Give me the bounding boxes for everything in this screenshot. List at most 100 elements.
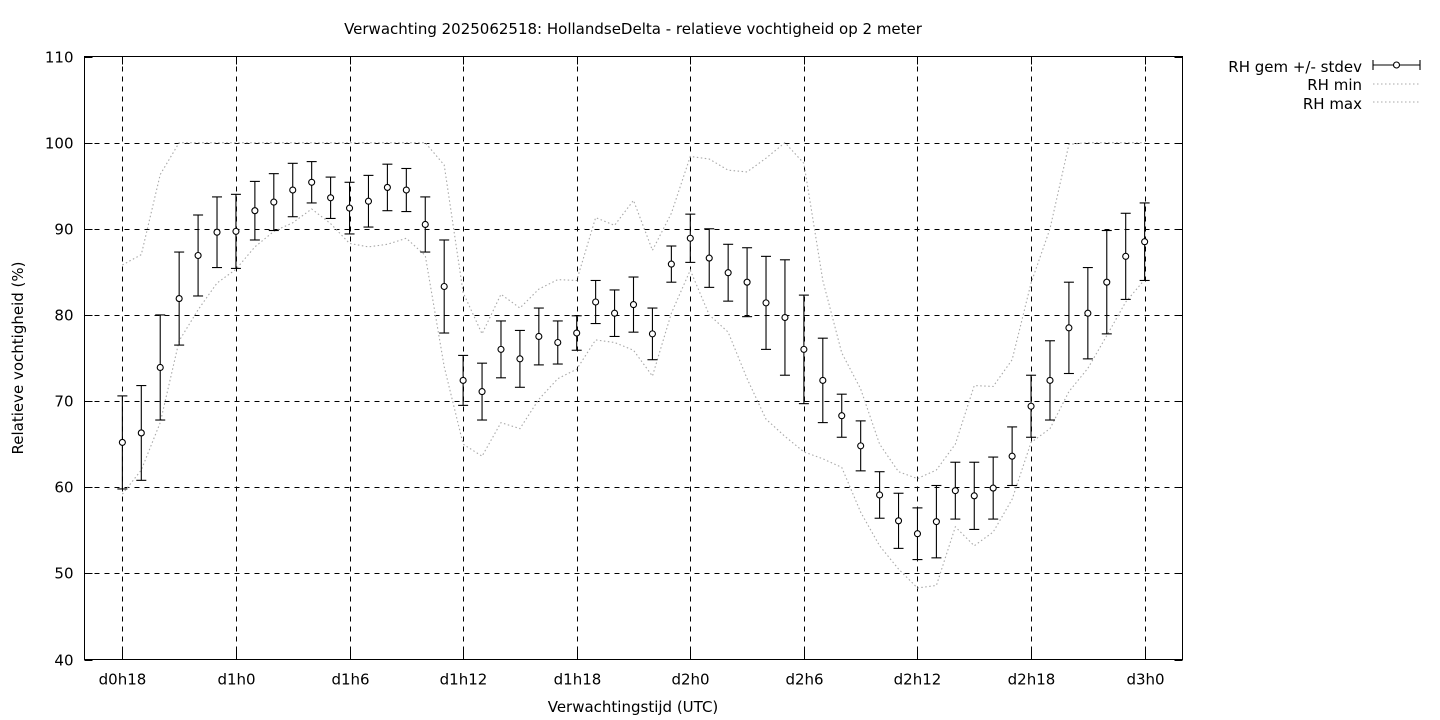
chart-title: Verwachting 2025062518: HollandseDelta -… [344,20,923,38]
rh-mean-point [136,385,147,481]
legend-entry-min: RH min [1307,76,1420,94]
y-tick-label: 60 [54,479,73,497]
rh-mean-point [306,161,317,204]
rh-mean-point [344,181,355,235]
legend-label-mean: RH gem +/- stdev [1228,58,1362,76]
rh-mean-point [761,255,772,350]
rh-mean-point [609,289,620,338]
mean-marker [705,254,713,262]
mean-marker [592,298,600,306]
mean-marker [629,301,638,309]
x-tick-label: d1h18 [554,671,602,689]
y-tick-label: 70 [54,393,73,411]
y-tick-label: 80 [54,307,73,325]
mean-marker [989,484,997,492]
rh-mean-point [363,174,374,228]
mean-marker [175,295,183,303]
mean-marker [932,518,940,526]
plot-frame [84,56,1183,660]
rh-mean-point [817,337,828,424]
legend: RH gem +/- stdev RH min RH max [1228,58,1421,113]
legend-label-max: RH max [1303,95,1362,113]
legend-label-min: RH min [1307,76,1362,94]
rh-min-line [121,208,1146,589]
x-axis-label: Verwachtingstijd (UTC) [548,698,719,716]
x-tick-label: d3h0 [1126,671,1164,689]
rh-mean-point [855,420,866,472]
rh-mean-point [287,162,298,218]
mean-marker [1065,324,1073,332]
rh-mean-point [174,251,185,346]
mean-marker [1084,309,1092,317]
rh-mean-point [1063,281,1074,375]
rh-mean-point [685,213,696,263]
mean-marker [289,186,297,194]
y-tick-label: 40 [54,652,73,670]
rh-mean-point [420,196,431,253]
mean-marker [270,198,278,206]
mean-marker [232,227,240,235]
mean-marker [819,376,827,384]
rh-mean-point [742,247,753,318]
rh-mean-point [1101,229,1112,335]
mean-marker [1122,252,1130,260]
mean-marker [364,197,373,205]
rh-mean-point [874,471,885,519]
rh-mean-point [1007,426,1018,487]
mean-marker [724,269,732,277]
rh-mean-point [439,239,450,334]
mean-marker [516,355,524,363]
rh-mean-point [1026,374,1037,438]
mean-marker [573,329,581,337]
mean-marker [762,299,770,307]
rh-mean-point [268,173,279,232]
rh-mean-point [723,243,734,302]
rh-mean-point [950,461,961,520]
mean-marker [970,492,978,500]
rh-mean-point [495,320,506,379]
y-axis-label: Relatieve vochtigheid (%) [9,261,27,454]
rh-mean-point [117,395,128,490]
mean-marker [1141,238,1149,246]
x-tick-label: d2h12 [894,671,942,689]
rh-mean-point [325,176,336,219]
mean-marker [686,234,694,242]
mean-marker [251,207,259,215]
mean-marker [213,228,221,236]
legend-entry-mean: RH gem +/- stdev [1228,58,1421,76]
x-tick-label: d2h0 [671,671,709,689]
series-layer [117,141,1150,589]
mean-marker [554,338,562,347]
x-tick-label: d1h6 [331,671,369,689]
mean-marker [781,313,789,322]
mean-marker [497,345,505,353]
mean-marker [118,438,126,446]
mean-marker [611,309,619,317]
mean-marker [440,282,448,291]
mean-marker [648,330,656,338]
mean-marker [478,388,486,396]
rh-mean-point [552,320,563,365]
rh-mean-point [666,245,677,283]
mean-marker [857,442,865,450]
axes: 40 50 60 70 80 90 100 110 d0h18 d1h0 d1h6 d1h12 d1h1… [45,49,1183,689]
rh-mean-point [458,354,469,406]
mean-marker [137,429,145,437]
mean-marker [913,530,922,538]
mean-marker [1008,452,1016,460]
mean-marker [1027,402,1035,410]
mean-marker [1103,278,1111,286]
y-tick-label: 50 [54,565,73,583]
x-tick-label: d1h12 [440,671,488,689]
rh-mean-point [590,279,601,325]
rh-mean-point [931,484,942,559]
mean-marker [345,204,354,212]
rh-mean-point [1082,266,1093,360]
mean-marker [383,183,391,191]
mean-marker [156,363,164,372]
mean-marker [800,345,808,353]
mean-marker [667,260,675,268]
rh-mean-point [1044,340,1055,421]
rh-mean-point [401,167,412,213]
